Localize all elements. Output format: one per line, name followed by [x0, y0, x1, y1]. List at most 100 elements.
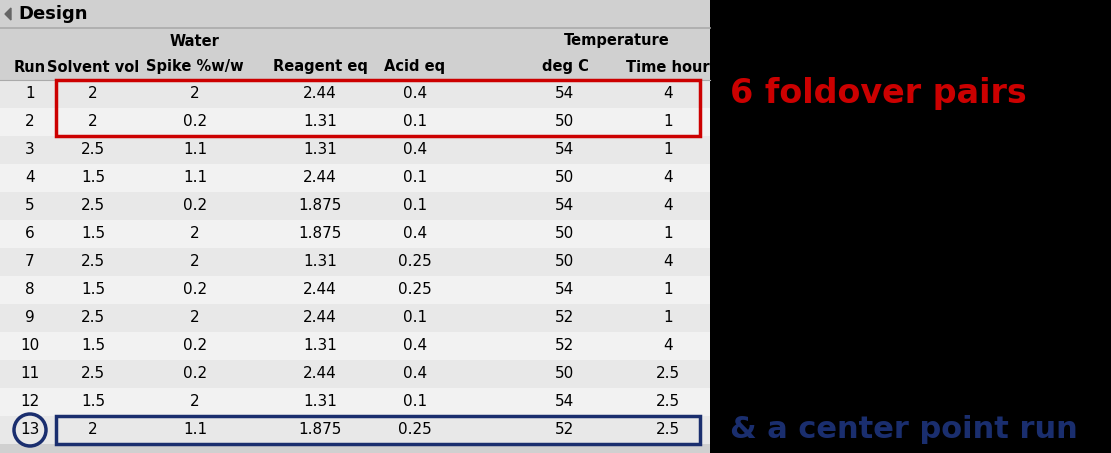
Text: 0.1: 0.1 — [403, 310, 427, 326]
Text: Solvent vol: Solvent vol — [47, 59, 139, 74]
Text: 1.875: 1.875 — [299, 423, 342, 438]
Text: 9: 9 — [26, 310, 34, 326]
Text: Time hour: Time hour — [627, 59, 710, 74]
Text: 1.1: 1.1 — [183, 143, 207, 158]
Text: 54: 54 — [556, 395, 574, 410]
Text: 0.2: 0.2 — [183, 115, 207, 130]
FancyBboxPatch shape — [0, 388, 710, 416]
Text: 2.5: 2.5 — [81, 255, 106, 270]
Text: Water: Water — [170, 34, 220, 48]
Text: 3: 3 — [26, 143, 34, 158]
Text: 2.5: 2.5 — [81, 366, 106, 381]
Text: 2.44: 2.44 — [303, 283, 337, 298]
Text: 2.44: 2.44 — [303, 170, 337, 185]
Text: 1.31: 1.31 — [303, 395, 337, 410]
Text: 2.5: 2.5 — [655, 395, 680, 410]
FancyBboxPatch shape — [0, 108, 710, 136]
Text: 4: 4 — [26, 170, 34, 185]
Text: 2.5: 2.5 — [655, 366, 680, 381]
Text: 4: 4 — [663, 338, 673, 353]
Text: 54: 54 — [556, 198, 574, 213]
Text: 2.44: 2.44 — [303, 310, 337, 326]
Text: 2: 2 — [190, 87, 200, 101]
Text: 50: 50 — [556, 226, 574, 241]
Text: 2: 2 — [88, 423, 98, 438]
FancyBboxPatch shape — [0, 360, 710, 388]
FancyBboxPatch shape — [0, 164, 710, 192]
Text: 0.25: 0.25 — [398, 255, 432, 270]
Text: 1.31: 1.31 — [303, 115, 337, 130]
FancyBboxPatch shape — [0, 248, 710, 276]
Text: 1: 1 — [663, 310, 673, 326]
Text: 1.875: 1.875 — [299, 198, 342, 213]
FancyBboxPatch shape — [0, 416, 710, 444]
Text: 2: 2 — [190, 310, 200, 326]
Text: 2.44: 2.44 — [303, 87, 337, 101]
Text: 54: 54 — [556, 283, 574, 298]
Text: 1: 1 — [663, 283, 673, 298]
Text: 0.1: 0.1 — [403, 170, 427, 185]
Text: 50: 50 — [556, 255, 574, 270]
Text: Design: Design — [18, 5, 88, 23]
Text: 1.5: 1.5 — [81, 170, 106, 185]
FancyBboxPatch shape — [0, 332, 710, 360]
Text: 13: 13 — [20, 423, 40, 438]
Text: 0.25: 0.25 — [398, 283, 432, 298]
Text: 0.4: 0.4 — [403, 143, 427, 158]
FancyBboxPatch shape — [0, 304, 710, 332]
Text: 1.31: 1.31 — [303, 143, 337, 158]
Text: 2.5: 2.5 — [655, 423, 680, 438]
Text: 1.5: 1.5 — [81, 338, 106, 353]
Text: 54: 54 — [556, 143, 574, 158]
Text: 52: 52 — [556, 338, 574, 353]
Text: 1.5: 1.5 — [81, 226, 106, 241]
Text: 8: 8 — [26, 283, 34, 298]
Text: 0.4: 0.4 — [403, 338, 427, 353]
Text: 4: 4 — [663, 198, 673, 213]
Text: 52: 52 — [556, 310, 574, 326]
Text: Spike %w/w: Spike %w/w — [147, 59, 243, 74]
Text: 2: 2 — [190, 255, 200, 270]
FancyBboxPatch shape — [0, 0, 710, 453]
Text: 1.31: 1.31 — [303, 255, 337, 270]
Text: 2: 2 — [88, 115, 98, 130]
Text: 50: 50 — [556, 170, 574, 185]
Text: 4: 4 — [663, 170, 673, 185]
Text: 12: 12 — [20, 395, 40, 410]
Text: 6: 6 — [26, 226, 34, 241]
Text: 50: 50 — [556, 115, 574, 130]
Text: 1.1: 1.1 — [183, 170, 207, 185]
Text: 4: 4 — [663, 255, 673, 270]
Text: 0.4: 0.4 — [403, 226, 427, 241]
Text: 1: 1 — [663, 115, 673, 130]
Text: 1: 1 — [26, 87, 34, 101]
Text: 1.1: 1.1 — [183, 423, 207, 438]
Text: 0.1: 0.1 — [403, 115, 427, 130]
Text: Acid eq: Acid eq — [384, 59, 446, 74]
Text: deg C: deg C — [541, 59, 589, 74]
FancyBboxPatch shape — [0, 136, 710, 164]
Text: 0.2: 0.2 — [183, 198, 207, 213]
FancyBboxPatch shape — [0, 28, 710, 80]
Text: 1.5: 1.5 — [81, 283, 106, 298]
Text: Temperature: Temperature — [563, 34, 669, 48]
Text: 2: 2 — [190, 226, 200, 241]
FancyBboxPatch shape — [0, 80, 710, 108]
Text: 2: 2 — [26, 115, 34, 130]
Text: 1: 1 — [663, 226, 673, 241]
Polygon shape — [6, 8, 11, 20]
Text: 52: 52 — [556, 423, 574, 438]
Text: 0.25: 0.25 — [398, 423, 432, 438]
Text: 5: 5 — [26, 198, 34, 213]
Text: 2: 2 — [190, 395, 200, 410]
Text: 0.4: 0.4 — [403, 366, 427, 381]
Text: Run: Run — [14, 59, 46, 74]
Text: 1.5: 1.5 — [81, 395, 106, 410]
Text: 11: 11 — [20, 366, 40, 381]
Text: 7: 7 — [26, 255, 34, 270]
Text: 2: 2 — [88, 87, 98, 101]
Text: 0.4: 0.4 — [403, 87, 427, 101]
Text: 2.5: 2.5 — [81, 310, 106, 326]
Text: 50: 50 — [556, 366, 574, 381]
Text: 0.2: 0.2 — [183, 366, 207, 381]
